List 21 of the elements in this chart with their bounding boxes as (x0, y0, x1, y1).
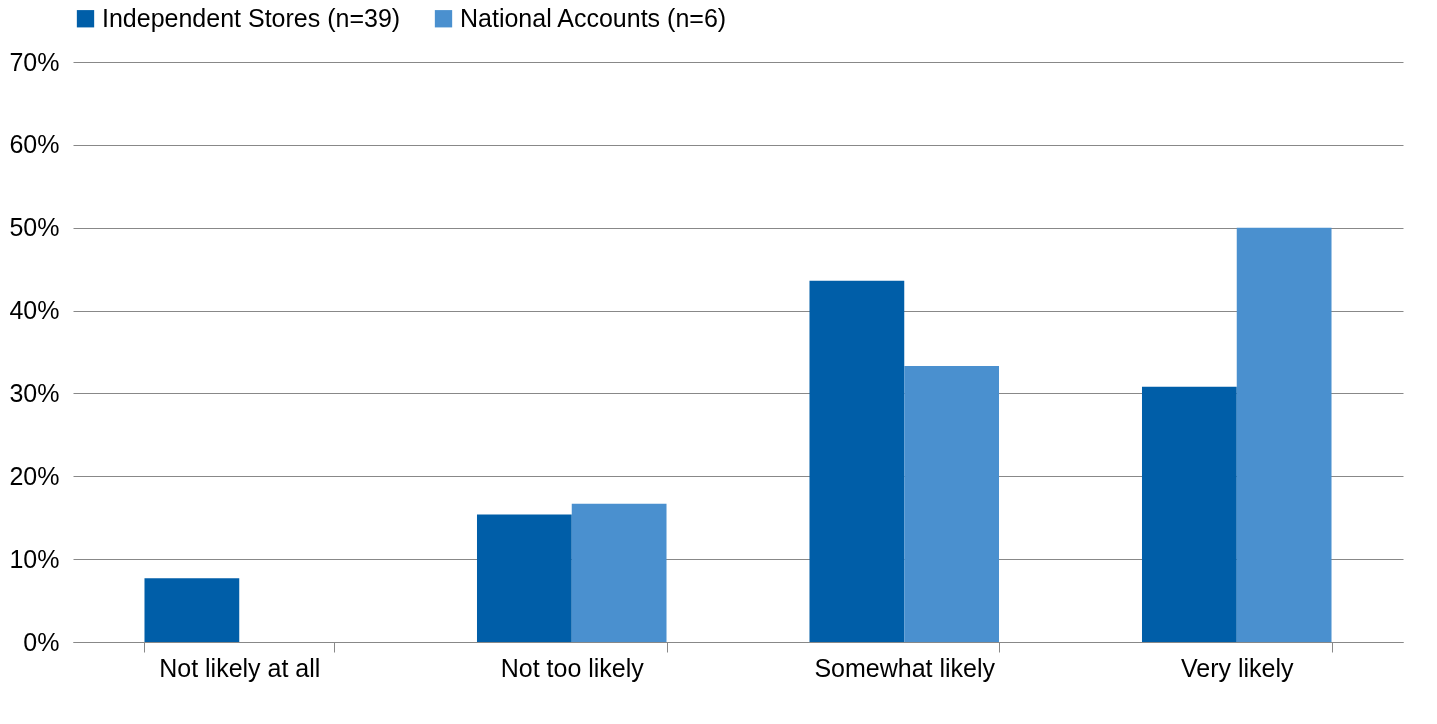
bar (809, 280, 905, 642)
bar (476, 514, 572, 642)
y-tick-label: 60% (9, 130, 60, 159)
bar (1141, 386, 1237, 642)
y-tick-label: 70% (9, 47, 60, 76)
y-tick-label: 10% (9, 544, 60, 573)
y-tick-label: 50% (9, 213, 60, 242)
bar (144, 578, 240, 642)
x-tick-label: Somewhat likely (814, 653, 996, 682)
bar (571, 503, 667, 642)
bar (904, 366, 1000, 642)
legend-label: National Accounts (n=6) (460, 3, 727, 32)
y-tick-label: 30% (9, 378, 60, 407)
legend-label: Independent Stores (n=39) (102, 3, 401, 32)
x-tick-label: Not likely at all (159, 653, 321, 682)
y-tick-label: 20% (9, 461, 60, 490)
y-tick-label: 0% (23, 627, 60, 656)
bar (1236, 227, 1332, 642)
y-tick-label: 40% (9, 296, 60, 325)
x-tick-label: Very likely (1180, 653, 1295, 682)
x-tick-label: Not too likely (500, 653, 645, 682)
